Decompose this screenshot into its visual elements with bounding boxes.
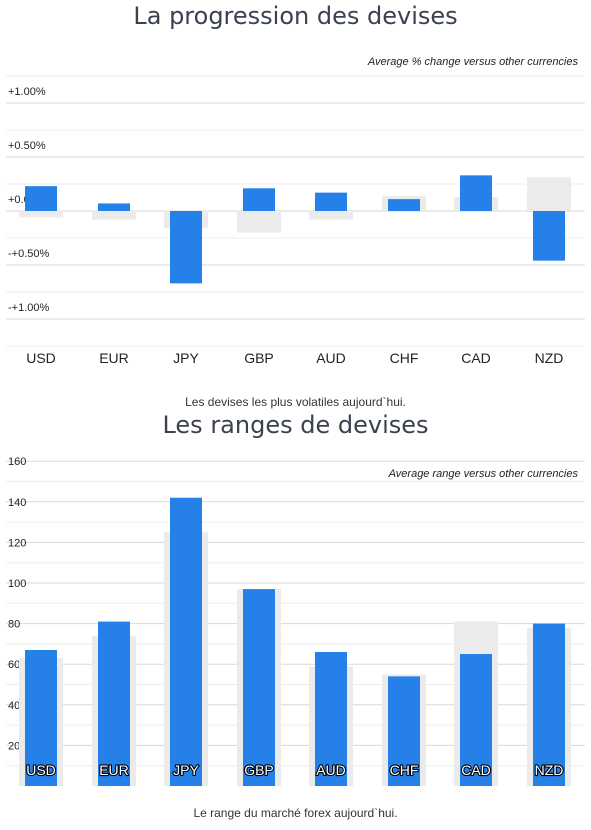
y-tick-label: -+0.50% [8,248,49,260]
bar-jpy [170,211,202,284]
x-tick-label: GBP [244,350,274,366]
x-tick-label: USD [26,350,56,366]
y-tick-label: 100 [8,578,26,590]
bar-cad [460,654,492,786]
bar-usd [25,186,57,211]
chart1-title: La progression des devises [133,2,458,30]
bar-aud [315,192,347,211]
x-tick-label: USD [26,762,56,778]
bar-jpy [170,497,202,786]
y-tick-label: 20 [8,740,20,752]
x-tick-label: CHF [390,350,419,366]
x-tick-label: AUD [316,350,346,366]
x-tick-label: EUR [99,762,129,778]
y-tick-label: 80 [8,619,20,631]
y-tick-label: 160 [8,456,26,468]
ghost-bar [309,211,353,220]
y-tick-label: 40 [8,700,20,712]
x-tick-label: JPY [173,350,199,366]
y-tick-label: 120 [8,537,26,549]
y-tick-label: 140 [8,497,26,509]
range-chart: Average range versus other currencies 160… [6,456,585,786]
chart-subtitle: Average range versus other currencies [388,468,579,480]
bar-chf [388,199,420,211]
progression-chart: Average % change versus other currencies… [6,56,585,366]
bar-gbp [243,188,275,211]
bar-nzd [533,211,565,261]
bar-usd [25,649,57,786]
x-tick-label: CAD [461,762,491,778]
bar-cad [460,175,492,211]
x-tick-label: AUD [316,762,346,778]
bar-gbp [243,589,275,786]
bar-eur [98,203,130,211]
x-tick-label: JPY [173,762,199,778]
chart1-caption: Les devises les plus volatiles aujourd`h… [185,395,406,409]
ghost-bar [237,211,281,233]
bar-nzd [533,623,565,786]
x-tick-label: NZD [535,350,564,366]
chart-subtitle: Average % change versus other currencies [367,56,579,68]
x-tick-label: CHF [390,762,419,778]
ghost-bar [92,211,136,220]
chart2-caption: Le range du marché forex aujourd`hui. [193,806,398,820]
x-tick-label: EUR [99,350,129,366]
y-tick-label: 60 [8,659,20,671]
x-tick-label: GBP [244,762,274,778]
chart2-title: Les ranges de devises [162,411,429,439]
y-tick-label: +0.50% [8,140,46,152]
y-tick-label: -+1.00% [8,302,49,314]
x-tick-label: NZD [535,762,564,778]
ghost-bar [527,177,571,211]
y-tick-label: +1.00% [8,86,46,98]
bar-aud [315,652,347,786]
bar-eur [98,621,130,786]
x-tick-label: CAD [461,350,491,366]
bar-chf [388,676,420,786]
ghost-bar [19,211,63,218]
